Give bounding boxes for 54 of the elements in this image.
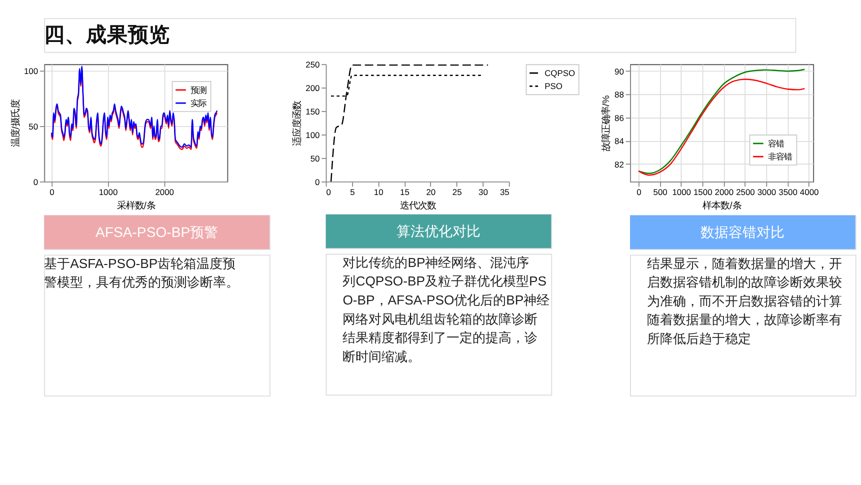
y-tick-label: 88 — [614, 90, 624, 100]
x-tick-label: 2500 — [736, 187, 756, 198]
y-tick-label: 0 — [315, 176, 320, 187]
x-tick-label: 20 — [426, 187, 436, 198]
x-tick-label: 15 — [400, 187, 410, 198]
x-tick-label: 1000 — [672, 187, 692, 198]
x-tick-label: 0 — [636, 187, 642, 198]
text: 四、成果预览 — [44, 24, 170, 47]
text: AFSA-PSO-BP预警 — [95, 224, 218, 240]
x-axis-title: 迭代次数 — [400, 200, 436, 210]
y-axis-title: 适应度函数 — [292, 100, 302, 146]
y-tick-label: 84 — [614, 136, 624, 146]
legend-label: 容错 — [768, 138, 784, 148]
y-tick-label: 250 — [306, 59, 320, 70]
x-tick-label: 500 — [653, 187, 668, 198]
x-axis-title: 样本数/条 — [702, 200, 742, 210]
legend-label: PSO — [544, 81, 563, 92]
y-tick-label: 50 — [28, 121, 38, 132]
legend-label: 非容错 — [768, 151, 792, 162]
y-tick-label: 100 — [24, 66, 38, 76]
x-tick-label: 0 — [326, 187, 332, 198]
text: 结果显示，随着数据量的增大，开启数据容错机制的故障诊断效果较为准确，而不开启数据容错的计算随着数据量的增大，故障诊断率有所降低后趋于稳定 — [646, 256, 842, 346]
x-tick-label: 1500 — [693, 187, 713, 198]
y-axis-title: 故障正确率/% — [600, 95, 611, 152]
x-tick-label: 25 — [452, 187, 462, 198]
legend-label: 实际 — [190, 98, 207, 108]
text: 基于ASFA-PSO-BP齿轮箱温度预警模型，具有优秀的预测诊断率。 — [44, 256, 240, 290]
x-tick-label: 1000 — [98, 187, 118, 198]
legend-label: 预测 — [190, 84, 207, 95]
y-tick-label: 86 — [614, 112, 624, 123]
y-tick-label: 82 — [614, 159, 624, 170]
y-tick-label: 100 — [306, 130, 320, 140]
x-tick-label: 2000 — [155, 187, 174, 198]
y-axis-title: 温度/摄氏度 — [10, 99, 20, 148]
x-tick-label: 0 — [50, 187, 55, 198]
y-tick-label: 90 — [614, 66, 624, 76]
y-tick-label: 50 — [310, 153, 320, 164]
y-tick-label: 150 — [306, 106, 320, 116]
x-tick-label: 5 — [350, 187, 356, 198]
x-axis-title: 采样数/条 — [116, 200, 156, 210]
text: 数据容错对比 — [700, 224, 785, 240]
x-tick-label: 35 — [500, 187, 510, 198]
x-tick-label: 4000 — [800, 187, 820, 198]
x-tick-label: 3500 — [778, 187, 798, 198]
y-tick-label: 0 — [33, 176, 38, 187]
x-tick-label: 30 — [478, 187, 488, 198]
y-tick-label: 200 — [306, 82, 320, 93]
text: 算法优化对比 — [396, 222, 480, 239]
line-series — [330, 64, 489, 182]
text: 对比传统的BP神经网络、混沌序列CQPSO-BP及粒子群优化模型PSO-BP，AFSA-PSO优化后的BP神经网络对风电机组齿轮箱的故障诊断结果精度都得到了一定的提高，诊断时间缩减。 — [342, 254, 550, 364]
x-tick-label: 3000 — [757, 187, 776, 198]
x-tick-label: 10 — [374, 187, 384, 198]
legend-label: CQPSO — [544, 68, 576, 78]
x-tick-label: 2000 — [714, 187, 734, 198]
